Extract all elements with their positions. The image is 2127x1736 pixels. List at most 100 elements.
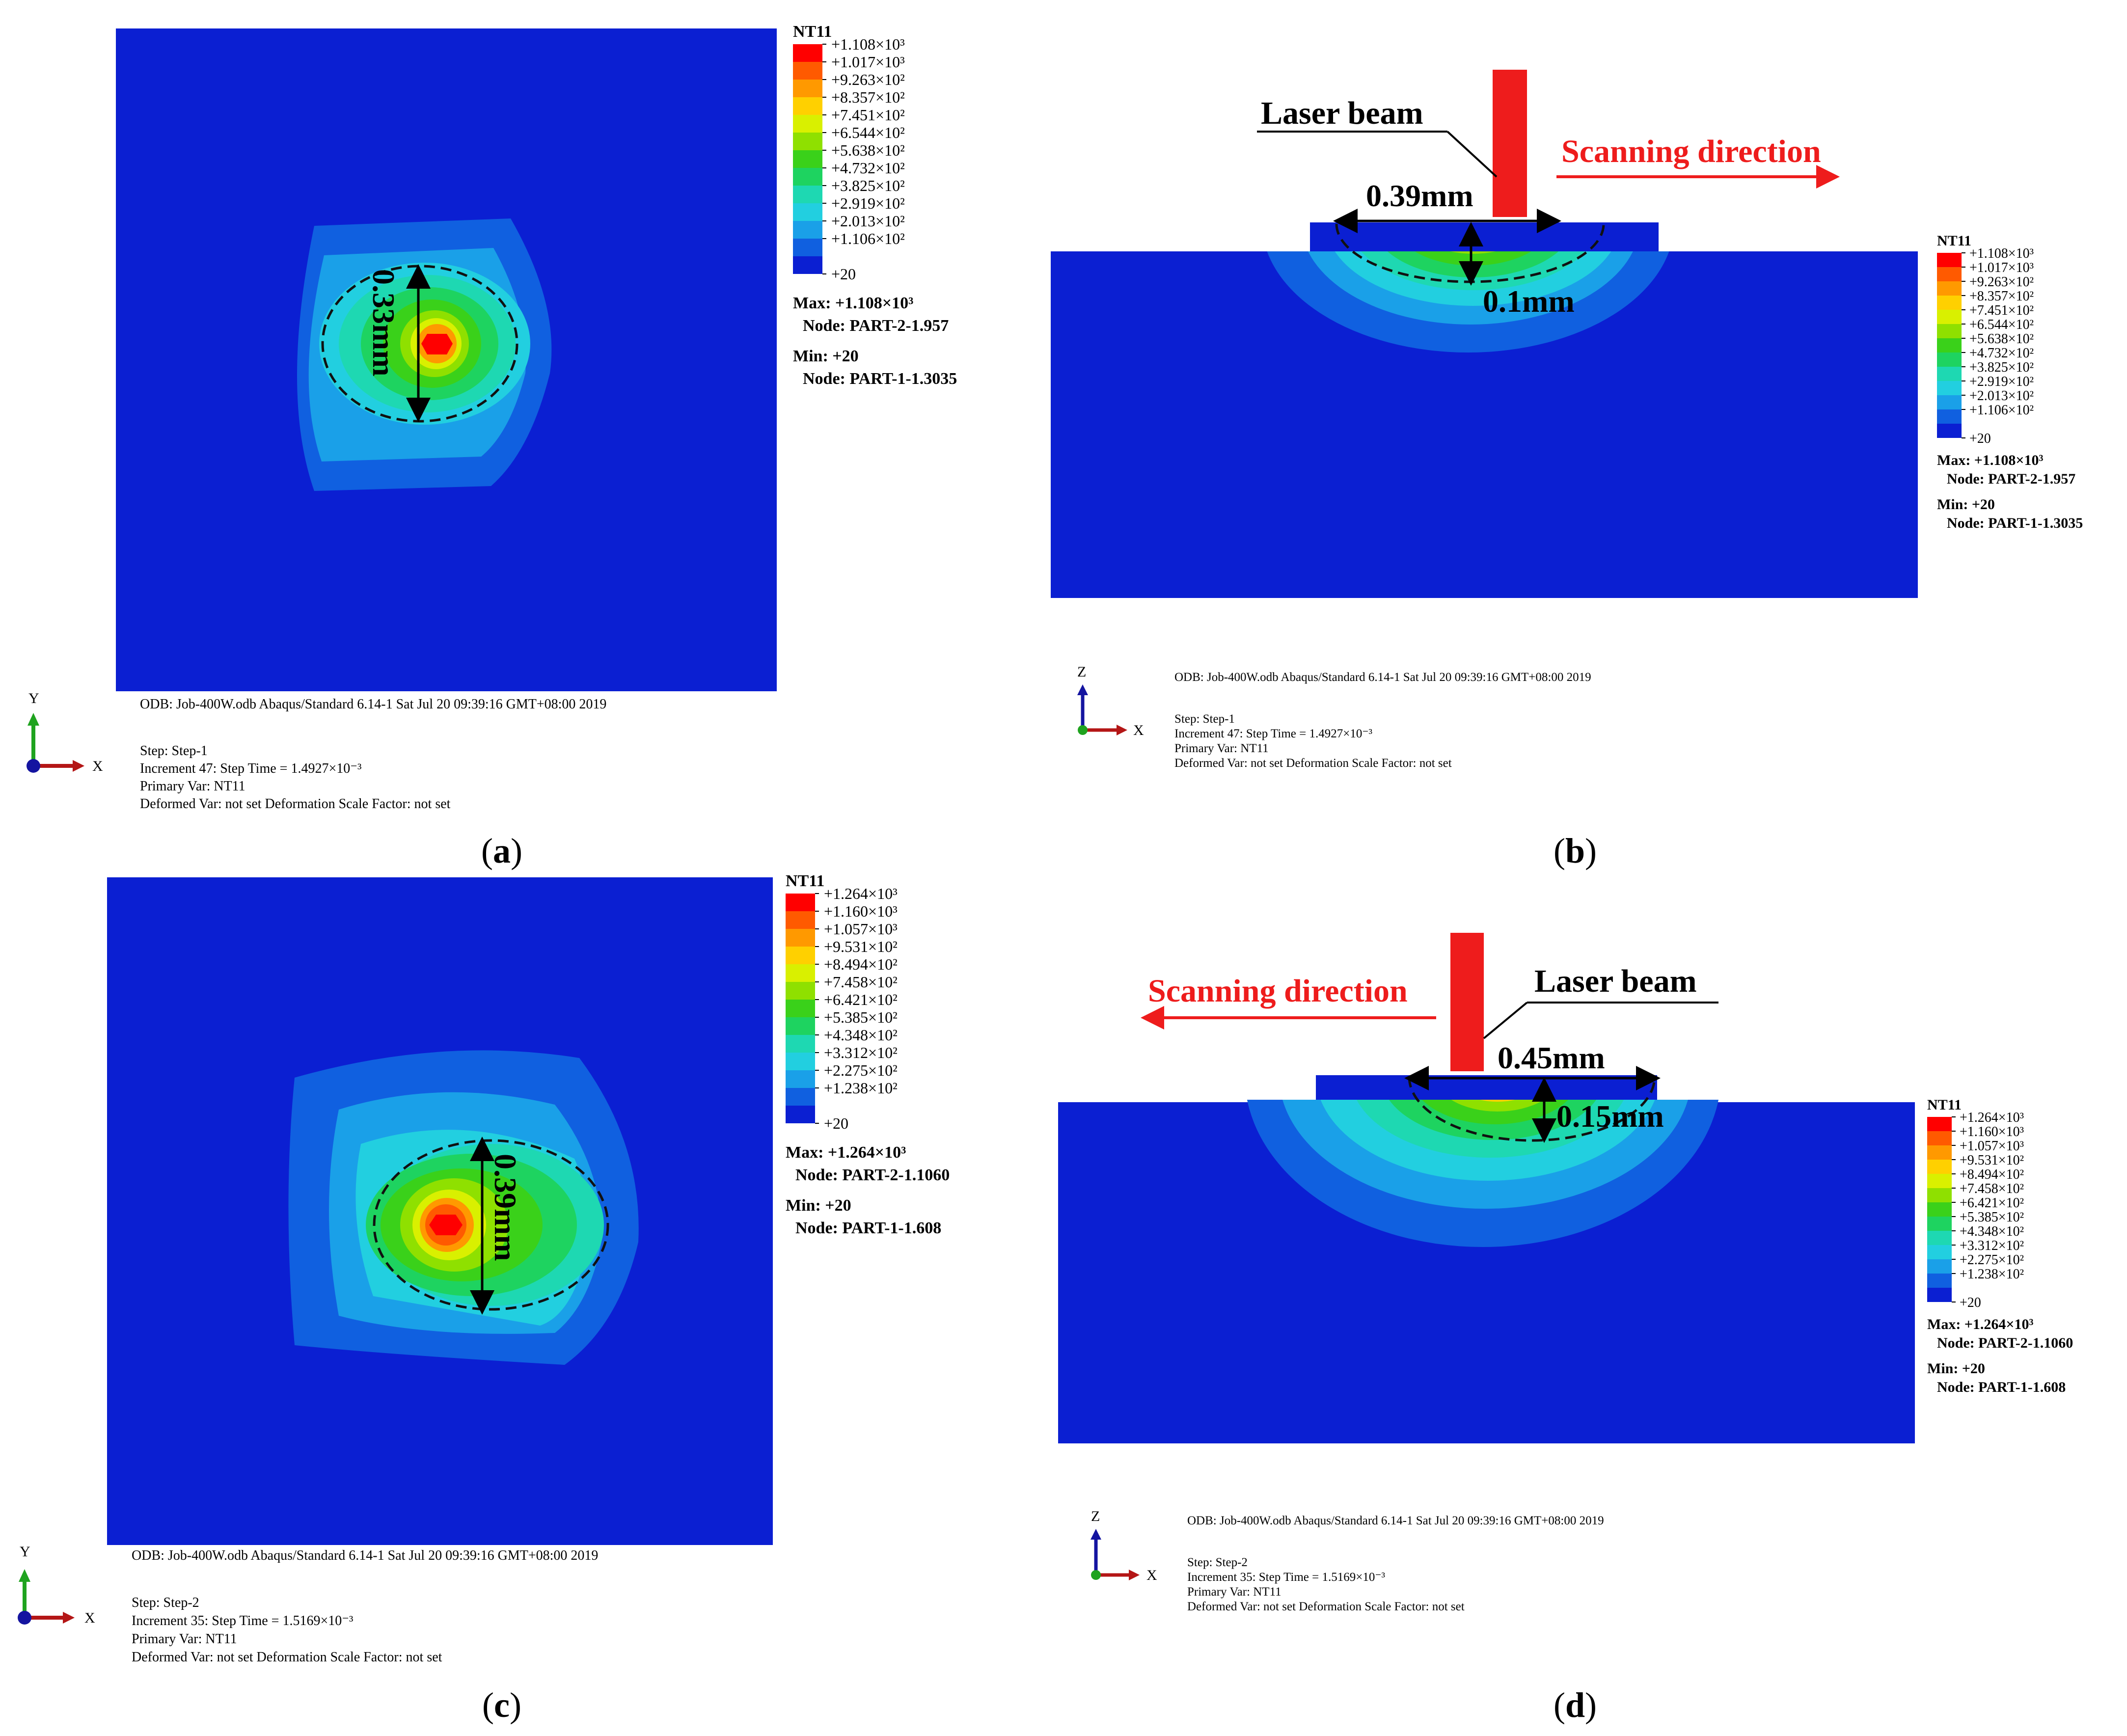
axis-z-label: Z [1077,664,1086,680]
axis-x-label: X [1146,1567,1157,1583]
legend-color-swatch [793,80,822,97]
legend-tick-label: +20 [1969,431,1991,446]
legend-color-swatch [793,97,822,115]
odb-line: ODB: Job-400W.odb Abaqus/Standard 6.14-1… [132,1548,598,1563]
legend-tick-label: +7.458×10² [824,973,898,991]
legend-tick-label: +5.638×10² [1969,331,2034,347]
legend-max-node: Node: PART-2-1.1060 [1937,1335,2073,1351]
legend-max-node: Node: PART-2-1.1060 [795,1166,950,1184]
legend-tick-label: +3.312×10² [824,1044,898,1061]
legend-color-swatch [1937,424,1962,438]
legend-title: NT11 [786,872,824,890]
legend-color-swatch [1937,296,1962,310]
legend-color-swatch [793,133,822,150]
panel-b: Laser beam Scanning direction 0.39mm 0.1… [1051,70,2083,870]
step-line: Step: Step-1 [1174,712,1235,726]
legend-color-swatch [1937,324,1962,338]
legend-color-swatch [1927,1274,1952,1288]
dimension-label: 0.39mm [488,1154,523,1261]
axis-x-label: X [84,1610,95,1626]
legend-tick-label: +1.238×10² [824,1079,898,1097]
job-info: ODB: Job-400W.odb Abaqus/Standard 6.14-1… [132,1548,598,1665]
legend-tick-label: +8.357×10² [831,88,905,106]
legend-tick-label: +9.531×10² [1960,1153,2024,1168]
axis-triad: Y X [18,1544,95,1626]
legend-min-line: Min: +20 [786,1196,851,1215]
legend-color-swatch [1937,281,1962,296]
increment-line: Increment 35: Step Time = 1.5169×10⁻³ [1187,1571,1386,1584]
laser-leader-diag [1446,131,1498,178]
legend-tick-label: +3.312×10² [1960,1238,2024,1253]
legend-color-swatch [1937,310,1962,324]
legend-color-swatch [786,1053,815,1070]
legend-max-node: Node: PART-2-1.957 [803,317,949,335]
scanning-direction-label: Scanning direction [1561,134,1821,169]
axis-y-label: Y [20,1544,30,1560]
legend-color-swatch [786,964,815,982]
legend-tick-label: +20 [831,265,856,283]
legend-color-swatch [1927,1188,1952,1202]
laser-beam-label: Laser beam [1261,95,1423,131]
legend-tick-label: +6.421×10² [824,991,898,1008]
legend-tick-label: +2.919×10² [1969,374,2034,389]
increment-line: Increment 47: Step Time = 1.4927×10⁻³ [140,761,361,776]
subfigure-label: (d) [1554,1685,1597,1725]
legend-tick-label: +1.264×10³ [1960,1110,2024,1125]
legend-tick-label: +1.160×10³ [824,902,898,920]
primary-var-line: Primary Var: NT11 [140,779,245,794]
legend-tick-label: +1.106×10² [1969,403,2034,418]
subfigure-label: (b) [1554,831,1597,870]
dimension-label: 0.33mm [366,269,401,377]
legend-color-swatch [786,911,815,929]
legend-color-swatch [793,256,822,274]
legend-color-swatch [793,115,822,133]
step-line: Step: Step-2 [1187,1556,1248,1569]
legend-tick-label: +20 [1960,1295,1981,1310]
depth-dimension-label: 0.1mm [1483,284,1575,319]
job-info: ODB: Job-400W.odb Abaqus/Standard 6.14-1… [140,697,606,812]
job-info: ODB: Job-400W.odb Abaqus/Standard 6.14-1… [1174,671,1591,770]
legend-tick-label: +1.057×10³ [824,920,898,938]
legend-tick-label: +1.264×10³ [824,885,898,902]
subfigure-label: (a) [481,831,522,870]
legend-tick-label: +1.108×10³ [831,35,905,53]
legend-color-swatch [793,186,822,203]
legend-tick-label: +7.451×10² [1969,303,2034,318]
legend-min-line: Min: +20 [1937,496,1995,513]
legend-max-line: Max: +1.108×10³ [793,294,913,312]
legend-tick-label: +2.275×10² [1960,1252,2024,1268]
laser-beam [1450,933,1484,1071]
legend-color-swatch [793,239,822,256]
melt-pool-boundary [1408,1076,1656,1142]
legend-max-line: Max: +1.108×10³ [1937,452,2044,468]
legend-color-swatch [1927,1145,1952,1160]
legend-tick-label: +5.638×10² [831,141,905,159]
legend-color-swatch [1927,1160,1952,1174]
legend-min-line: Min: +20 [1927,1360,1985,1377]
legend-tick-label: +4.348×10² [1960,1224,2024,1239]
legend-color-swatch [786,982,815,1000]
legend-min-node: Node: PART-1-1.3035 [1947,515,2083,531]
legend-color-swatch [1927,1231,1952,1245]
legend-tick-label: +1.017×10³ [831,53,905,71]
legend-a: NT11+1.108×10³+1.017×10³+9.263×10²+8.357… [793,23,957,388]
legend-b: NT11+1.108×10³+1.017×10³+9.263×10²+8.357… [1937,233,2083,531]
legend-min-line: Min: +20 [793,347,859,365]
legend-tick-label: +7.451×10² [831,106,905,124]
deformed-var-line: Deformed Var: not set Deformation Scale … [132,1650,442,1665]
step-line: Step: Step-2 [132,1595,199,1610]
legend-tick-label: +9.531×10² [824,938,898,955]
legend-tick-label: +1.017×10³ [1969,260,2034,275]
legend-color-swatch [1937,353,1962,367]
axis-y-label: Y [28,690,39,706]
scanning-direction-label: Scanning direction [1148,973,1408,1009]
legend-tick-label: +1.108×10³ [1969,246,2034,261]
panel-d: Laser beam Scanning direction 0.45mm 0.1… [1058,933,2073,1725]
axis-triad: Y X [27,690,103,774]
width-dimension-label: 0.45mm [1498,1040,1605,1075]
increment-line: Increment 35: Step Time = 1.5169×10⁻³ [132,1613,353,1628]
legend-color-swatch [1927,1217,1952,1231]
legend-min-node: Node: PART-1-1.608 [795,1219,941,1237]
laser-leader-diag [1483,1002,1528,1039]
